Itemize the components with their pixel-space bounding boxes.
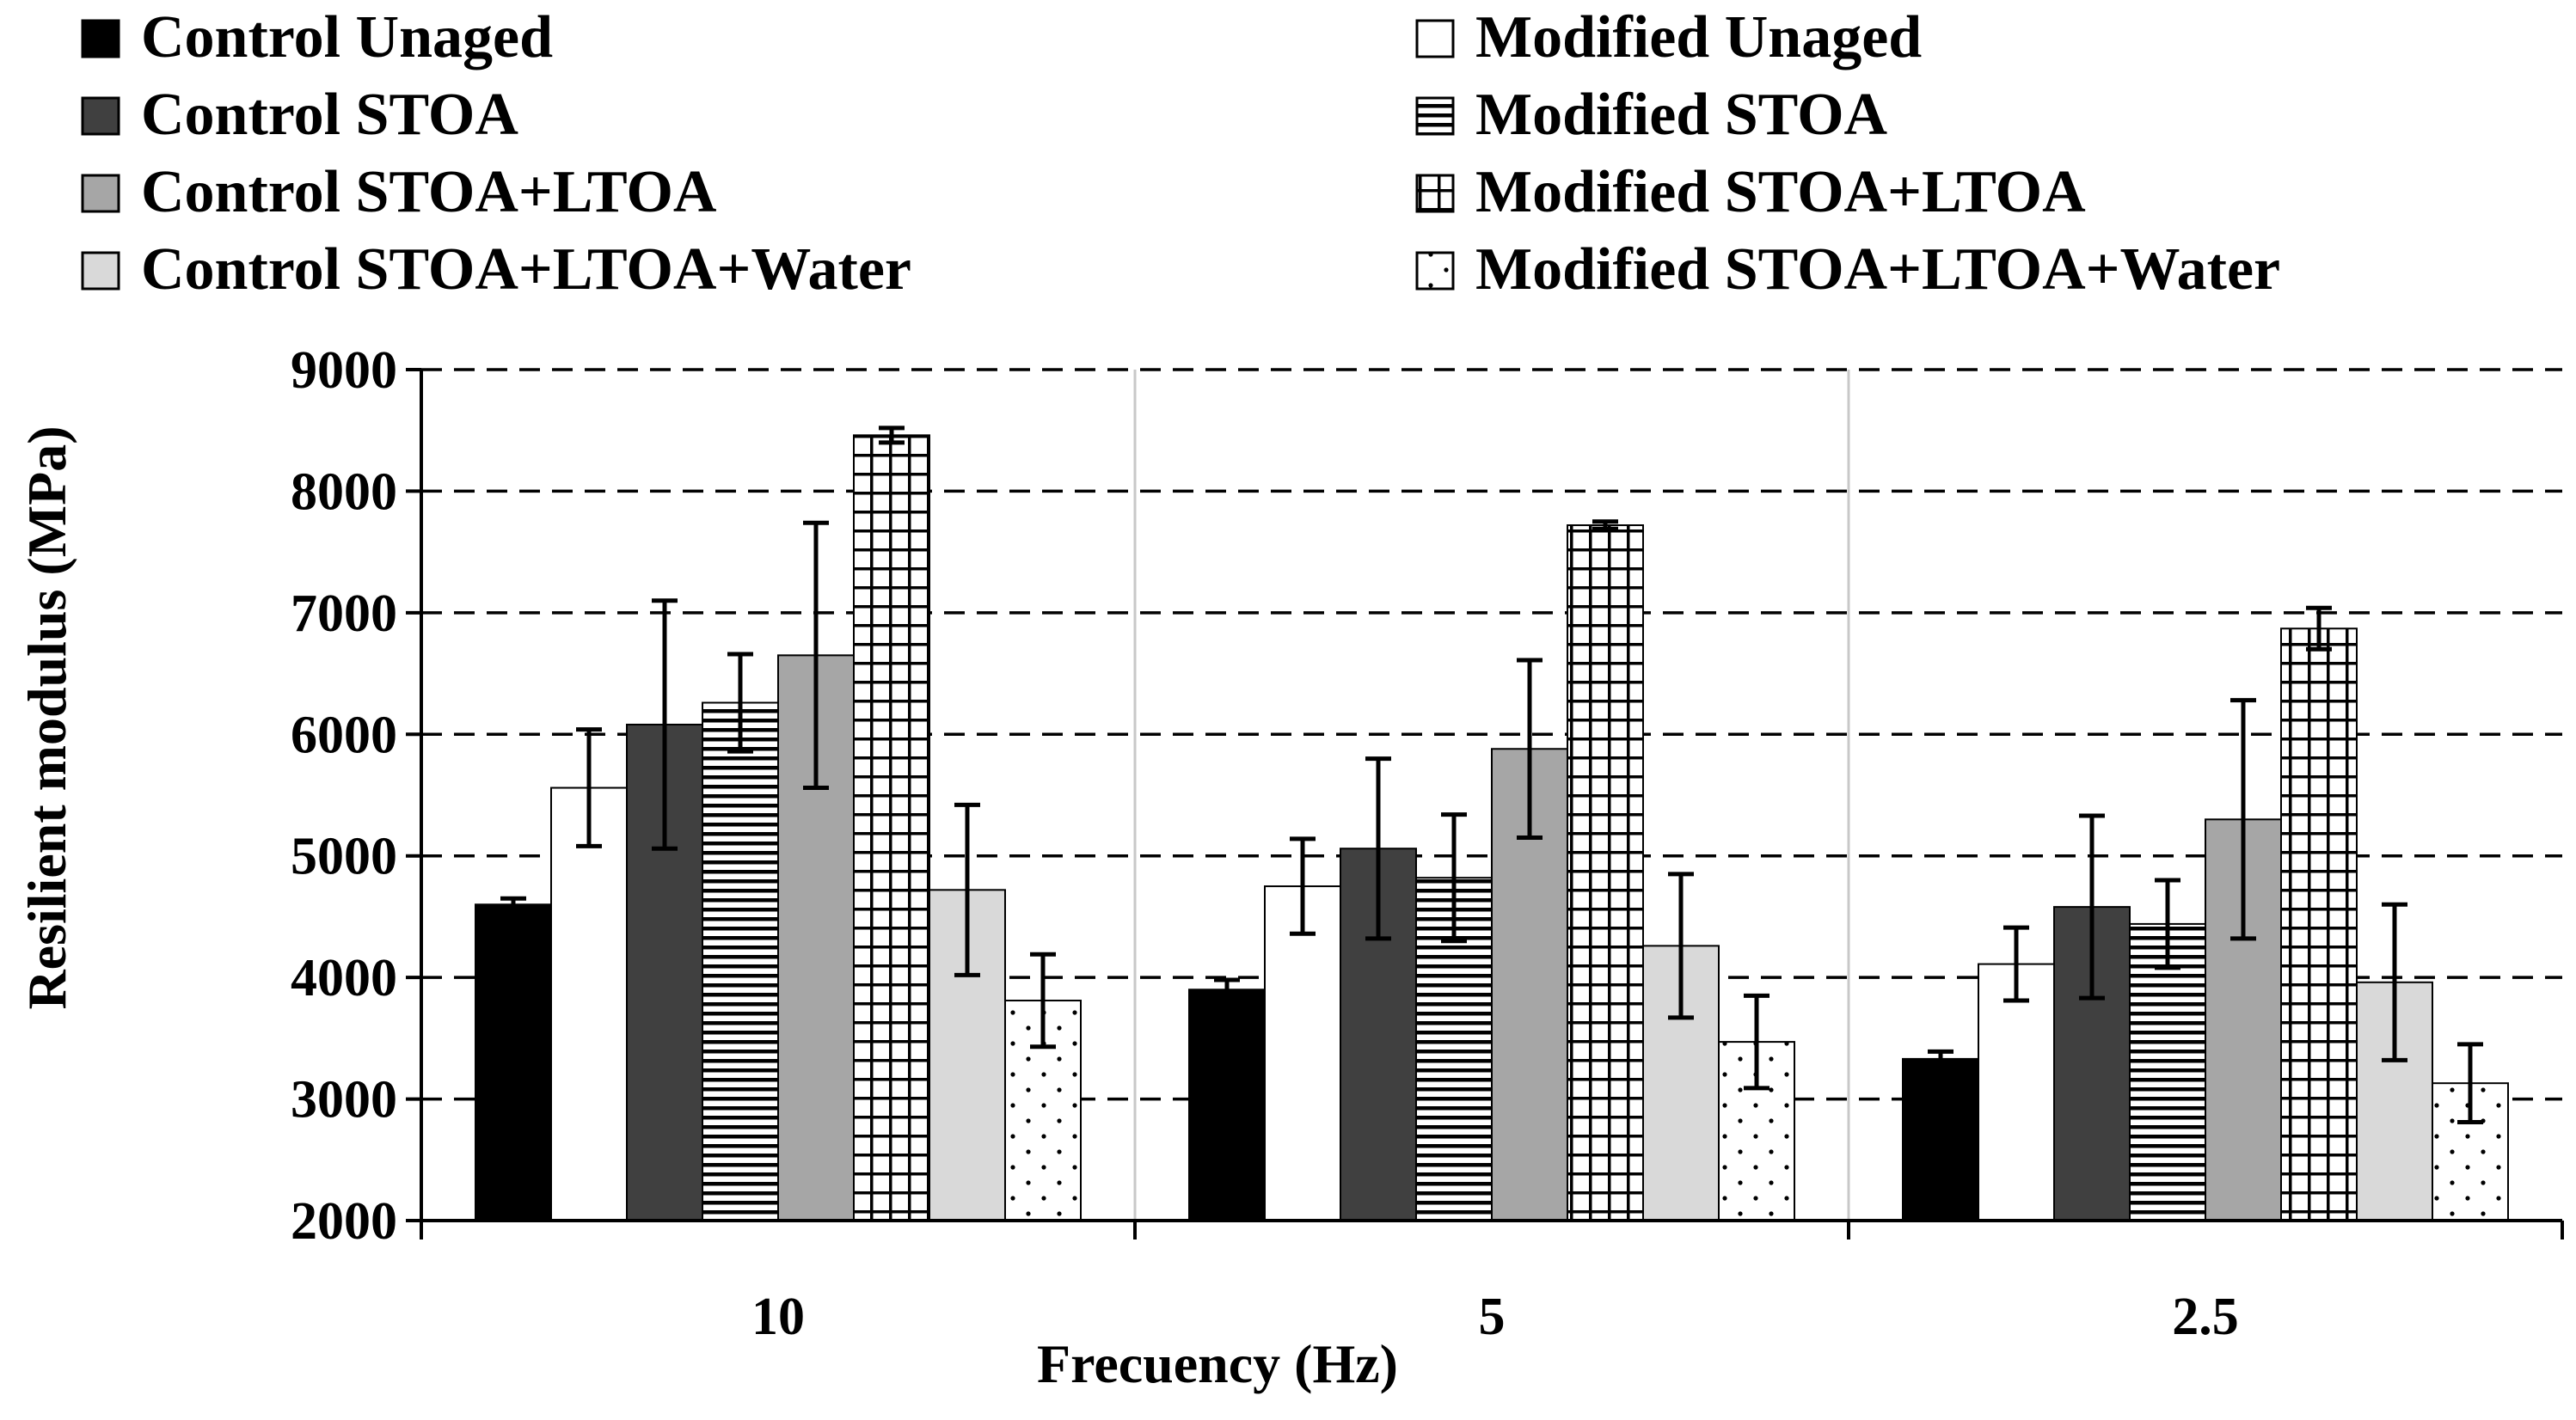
x-axis-title: Frecuency (Hz): [1037, 1333, 1398, 1394]
legend-label: Control STOA+LTOA+Water: [141, 236, 911, 303]
bar: [475, 903, 552, 1222]
y-tick-label: 2000: [291, 1192, 397, 1251]
y-tick-label: 6000: [291, 706, 397, 764]
legend-label: Modified STOA+LTOA+Water: [1475, 236, 2280, 303]
legend-swatch: [1415, 19, 1455, 58]
axes: 10 5 2.5 2000 3000 4000 5000 6000 7000 8000 9000: [291, 341, 2564, 1346]
legend-swatch: [81, 174, 120, 213]
bar: [550, 787, 628, 1221]
bar: [853, 434, 930, 1222]
legend-swatch: [81, 19, 120, 58]
x-tick-label: 2.5: [2172, 1288, 2239, 1346]
y-axis-title: Resilient modulus (MPa): [16, 425, 77, 1009]
bar: [2280, 627, 2358, 1221]
x-tick-label: 5: [1479, 1288, 1506, 1346]
y-tick-label: 4000: [291, 949, 397, 1007]
legend-swatch: [1415, 96, 1455, 136]
legend: Control Unaged Modified Unaged Control STO…: [81, 4, 2280, 303]
legend-swatch: [81, 96, 120, 136]
y-tick-label: 9000: [291, 341, 397, 400]
legend-label: Modified Unaged: [1475, 4, 1922, 70]
legend-swatch: [1415, 251, 1455, 291]
y-tick-label: 8000: [291, 462, 397, 521]
bar: [1902, 1057, 1979, 1222]
legend-label: Control Unaged: [141, 4, 553, 70]
x-tick-label: 10: [751, 1288, 805, 1346]
bar: [702, 701, 779, 1221]
legend-label: Modified STOA: [1475, 82, 1888, 148]
y-tick-label: 5000: [291, 828, 397, 886]
bar: [2129, 922, 2206, 1222]
legend-swatch: [81, 251, 120, 291]
legend-label: Control STOA: [141, 82, 518, 148]
legend-label: Modified STOA+LTOA: [1475, 159, 2086, 225]
bars: [475, 425, 2509, 1222]
y-tick-label: 7000: [291, 585, 397, 643]
legend-swatch: [1415, 174, 1455, 213]
y-tick-label: 3000: [291, 1071, 397, 1129]
bar: [1567, 524, 1644, 1221]
bar: [1978, 963, 2055, 1221]
bar: [1188, 988, 1266, 1222]
legend-label: Control STOA+LTOA: [141, 159, 717, 225]
bar: [1264, 885, 1341, 1221]
